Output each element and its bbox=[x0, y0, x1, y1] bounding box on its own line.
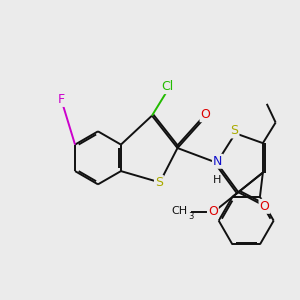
Text: Cl: Cl bbox=[161, 80, 174, 93]
Text: CH: CH bbox=[172, 206, 188, 216]
Text: O: O bbox=[260, 200, 269, 213]
Text: O: O bbox=[208, 205, 218, 218]
Text: N: N bbox=[213, 155, 222, 168]
Text: 3: 3 bbox=[188, 212, 194, 221]
Text: S: S bbox=[230, 124, 238, 137]
Text: H: H bbox=[213, 176, 221, 185]
Text: F: F bbox=[58, 93, 65, 106]
Text: O: O bbox=[200, 108, 210, 121]
Text: S: S bbox=[155, 176, 163, 189]
